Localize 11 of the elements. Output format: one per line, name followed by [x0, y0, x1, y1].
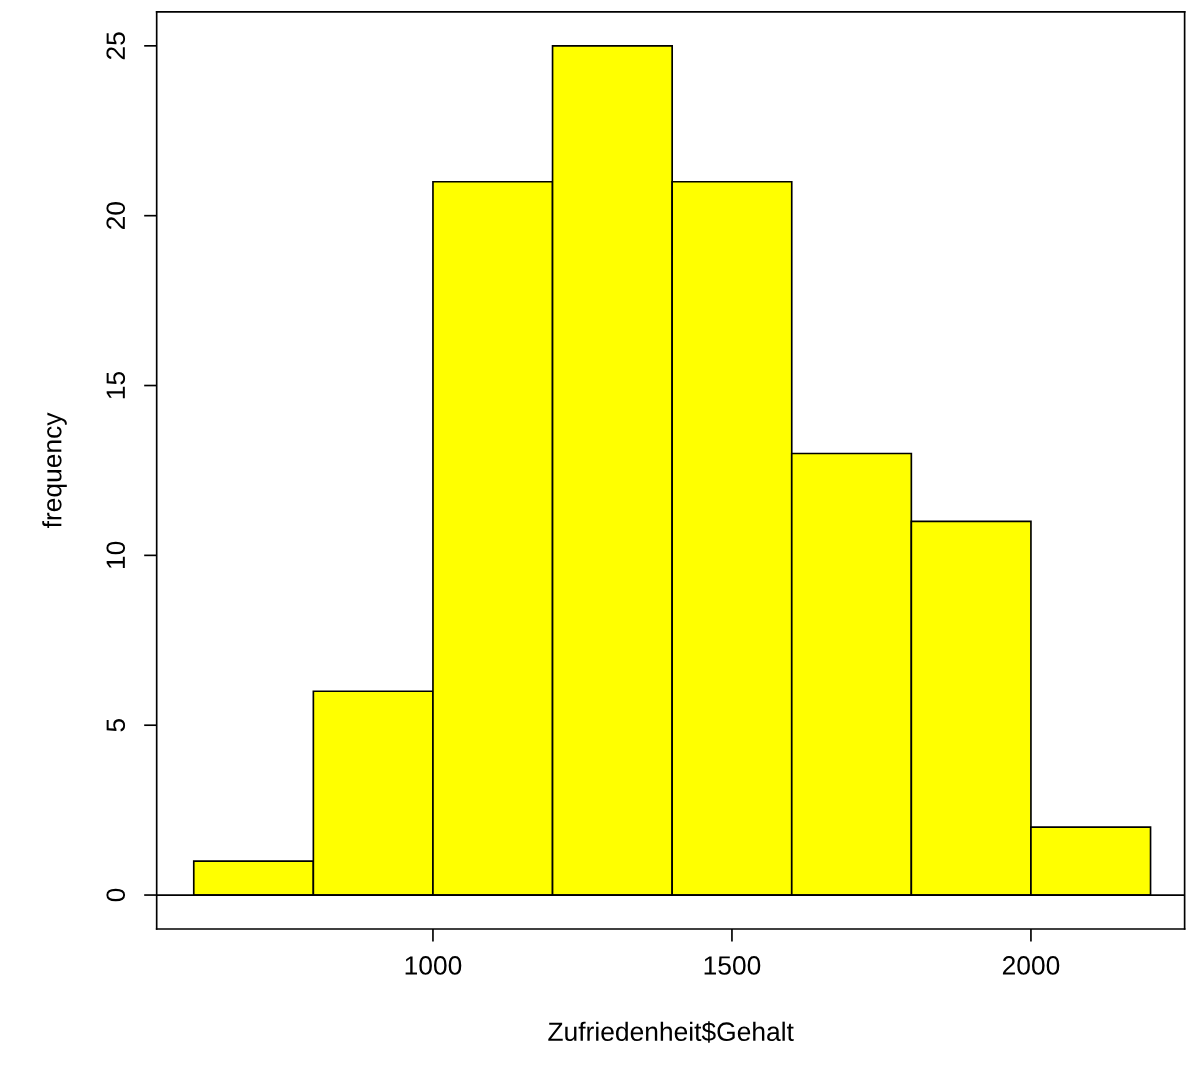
y-tick-label: 20 [106, 202, 126, 230]
y-tick-label: 15 [106, 371, 126, 399]
y-tick-label: 25 [106, 32, 126, 60]
y-axis-title: frequency [42, 412, 67, 529]
y-tick-label: 5 [106, 718, 126, 732]
y-tick-label: 10 [106, 541, 126, 569]
x-tick-label: 2000 [1002, 956, 1060, 975]
y-tick-label: 0 [106, 888, 126, 902]
x-axis-title: Zufriedenheit$Gehalt [548, 1021, 794, 1043]
x-tick-label: 1000 [405, 956, 462, 975]
x-tick-label: 1500 [704, 956, 761, 975]
